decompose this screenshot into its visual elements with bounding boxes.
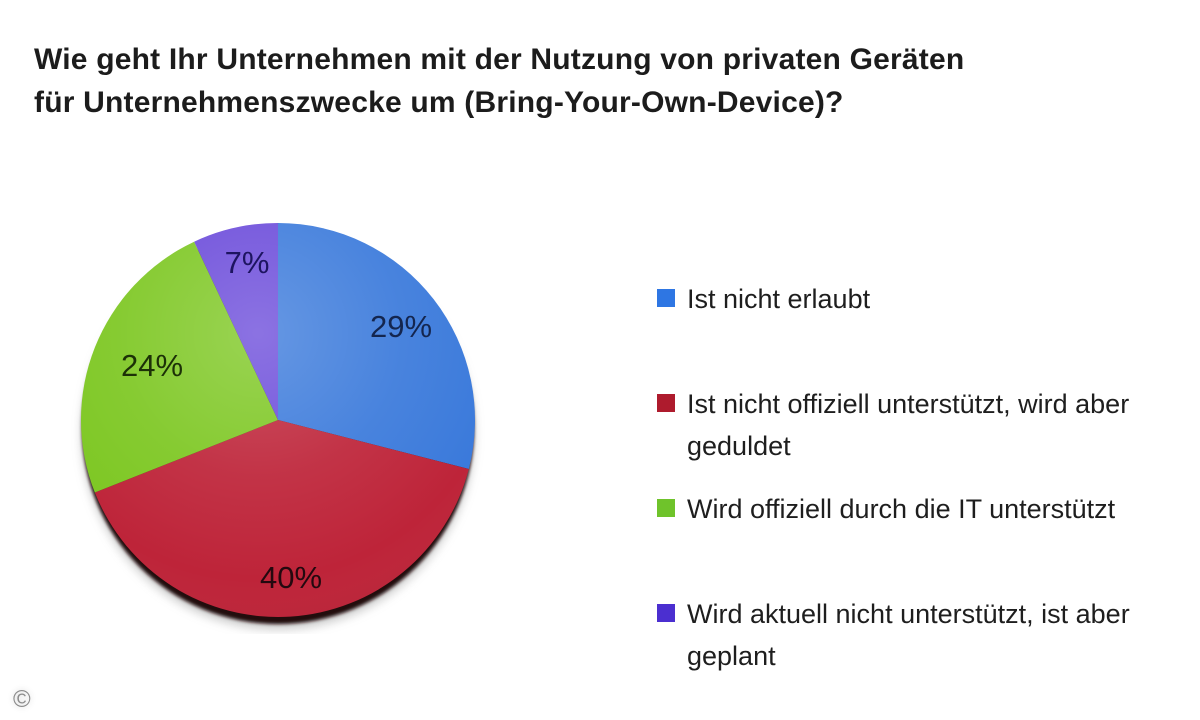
- legend-item-ist-nicht-erlaubt: Ist nicht erlaubt: [657, 278, 1187, 383]
- chart-title: Wie geht Ihr Unternehmen mit der Nutzung…: [34, 38, 1134, 124]
- legend-label: Ist nicht erlaubt: [687, 284, 871, 314]
- copyright-mark: ©: [13, 686, 31, 713]
- legend-item-geduldet: Ist nicht offiziell unterstützt, wird ab…: [657, 383, 1187, 488]
- legend-label: Ist nicht offiziell unterstützt, wird ab…: [687, 389, 1130, 461]
- slice-label-7: 7%: [224, 245, 270, 280]
- chart-title-line2: für Unternehmenszwecke um (Bring-Your-Ow…: [34, 86, 844, 119]
- slice-label-40: 40%: [259, 560, 323, 595]
- chart-title-line1: Wie geht Ihr Unternehmen mit der Nutzung…: [34, 43, 965, 76]
- legend-swatch-purple: [657, 604, 675, 622]
- legend-item-it-unterstuetzt: Wird offiziell durch die IT unterstützt: [657, 488, 1187, 593]
- legend: Ist nicht erlaubt Ist nicht offiziell un…: [657, 278, 1187, 677]
- legend-label: Wird offiziell durch die IT unterstützt: [687, 494, 1116, 524]
- legend-swatch-blue: [657, 289, 675, 307]
- legend-item-geplant: Wird aktuell nicht unterstützt, ist aber…: [657, 593, 1187, 677]
- slice-label-24: 24%: [120, 348, 184, 383]
- slice-label-29: 29%: [369, 309, 433, 344]
- legend-swatch-green: [657, 499, 675, 517]
- legend-label: Wird aktuell nicht unterstützt, ist aber…: [687, 599, 1130, 671]
- legend-swatch-red: [657, 394, 675, 412]
